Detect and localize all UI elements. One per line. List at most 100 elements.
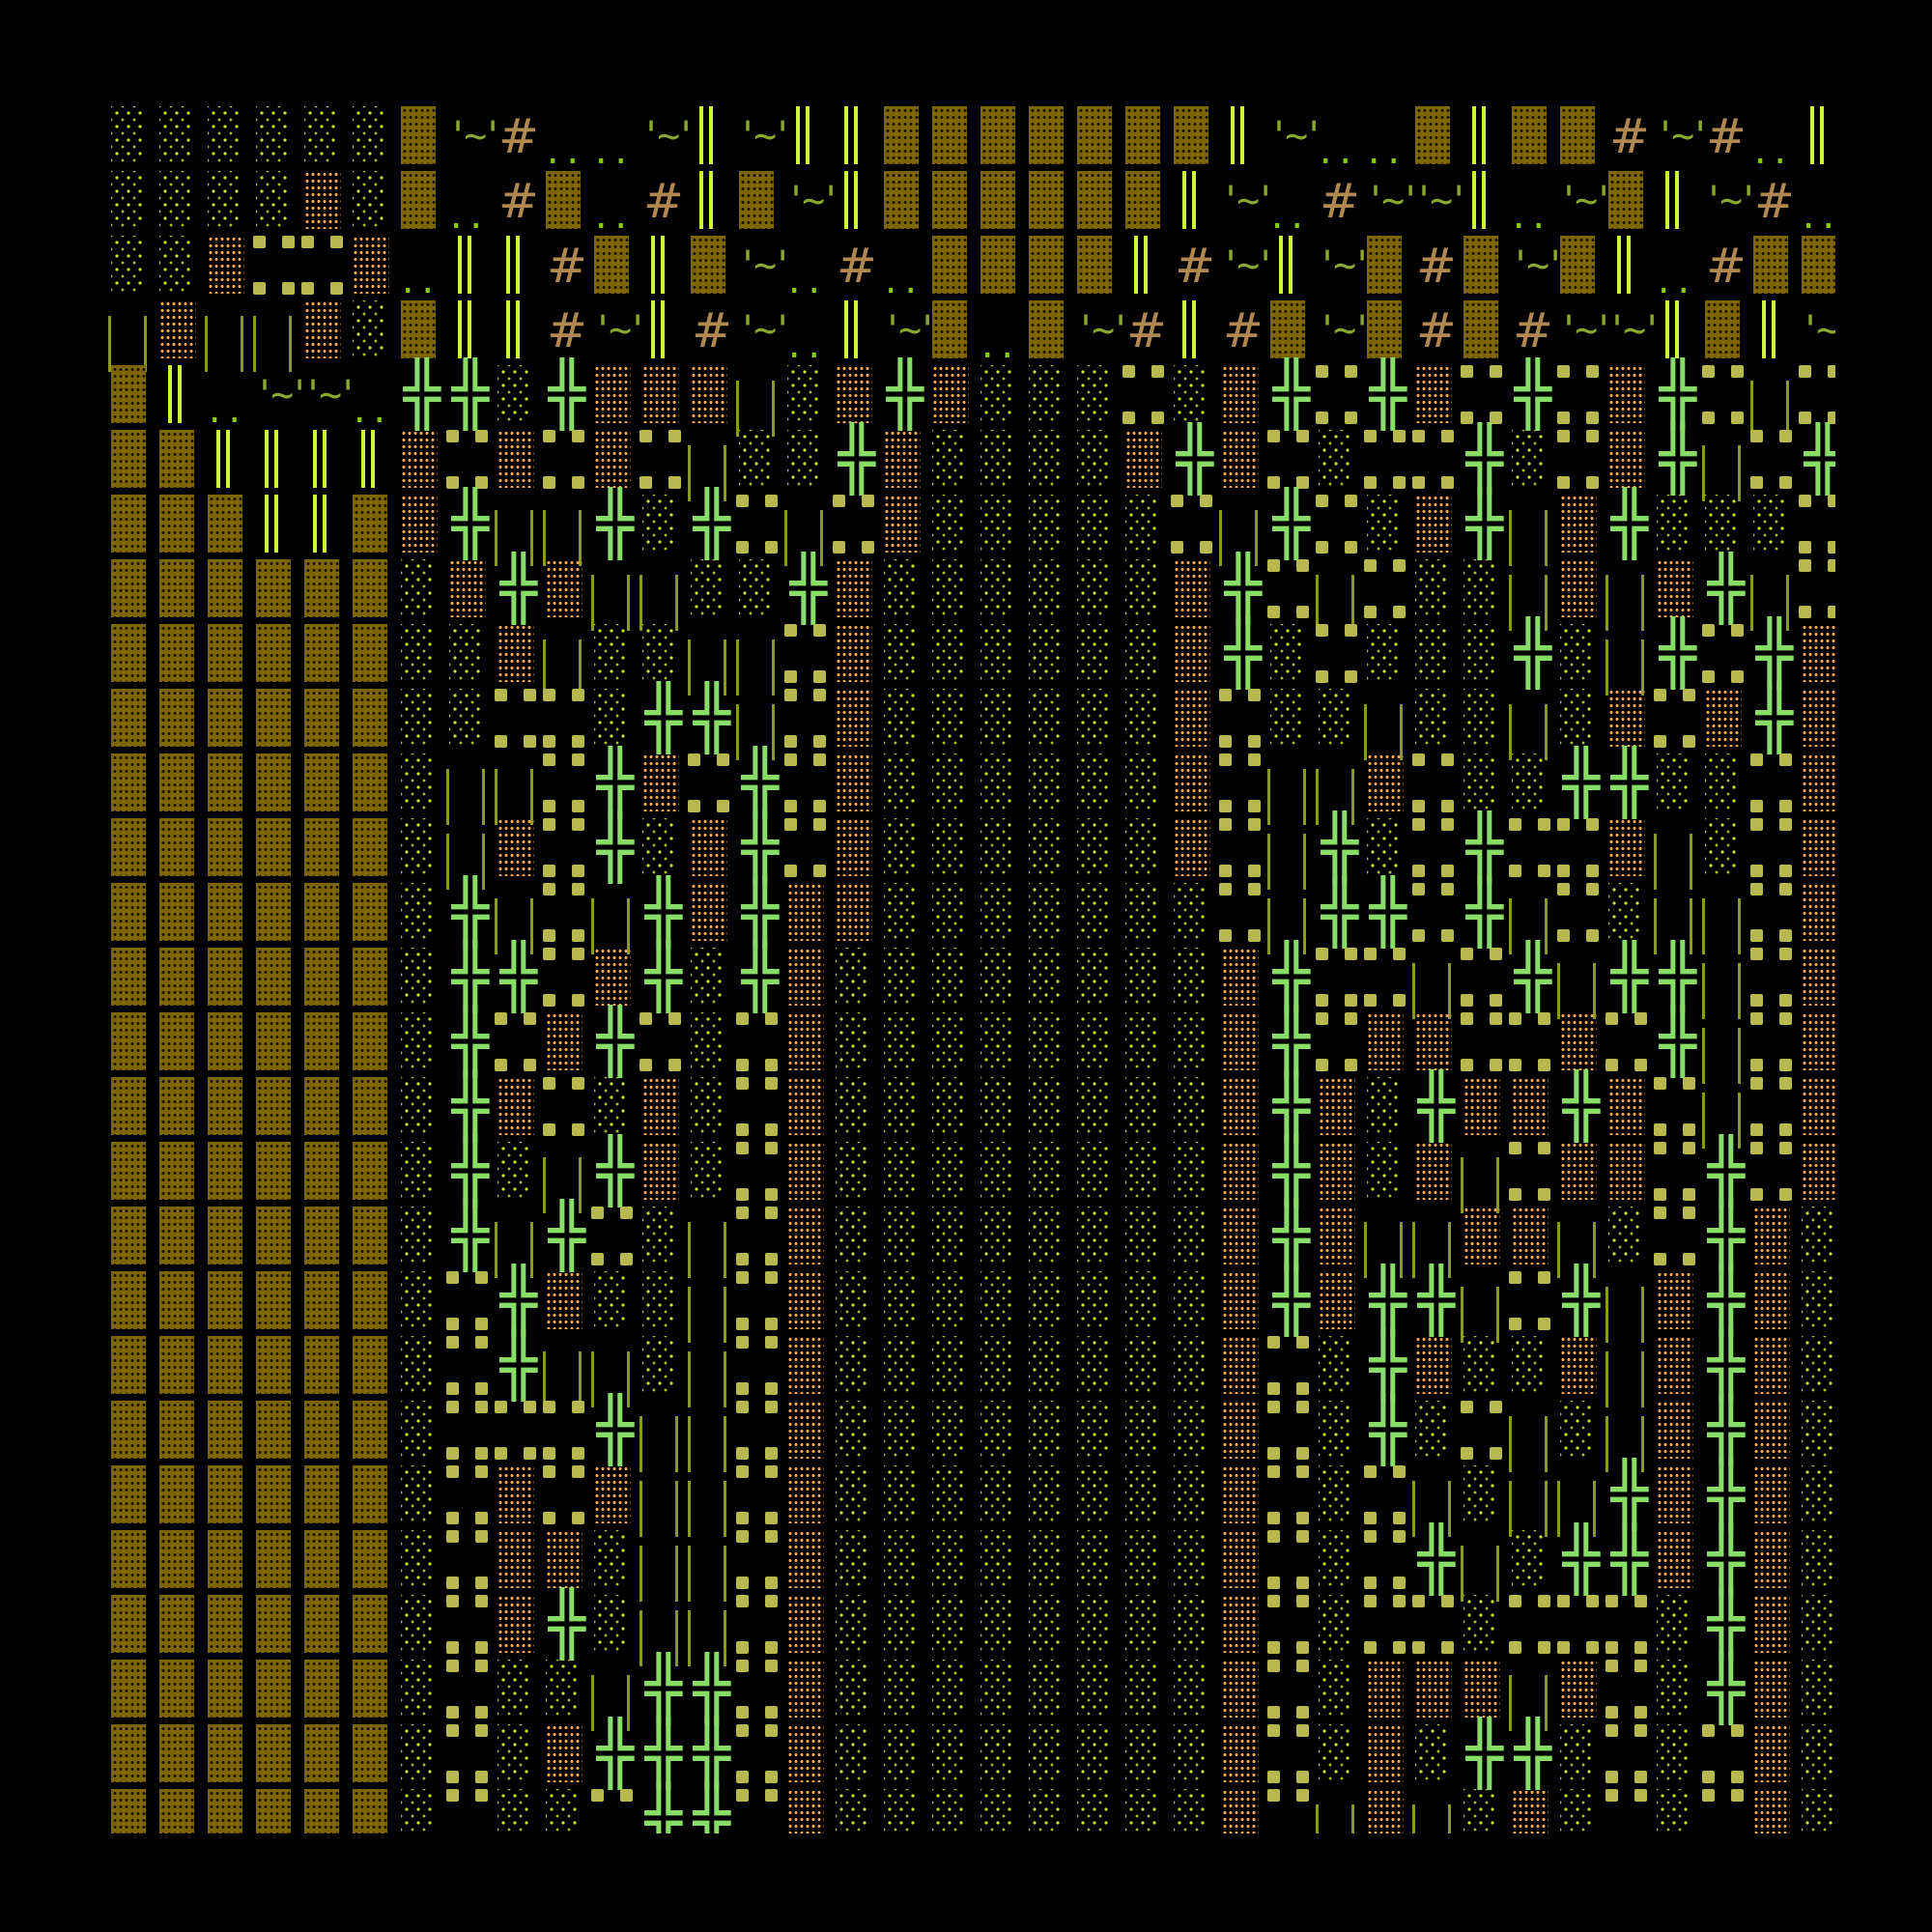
floor-dots-glyph: .. bbox=[784, 327, 824, 366]
map-tile-grass-light-shade bbox=[929, 1593, 978, 1658]
stone-block-icon bbox=[1316, 948, 1328, 960]
brick-wall-glyph bbox=[159, 753, 194, 811]
map-tile-brick-wall bbox=[156, 1399, 205, 1463]
sand-orange-shade-glyph bbox=[1222, 1012, 1259, 1070]
cross-plant-glyph: ╬ bbox=[1707, 1524, 1746, 1596]
map-tile-cross-plant: ╬ bbox=[1316, 881, 1364, 946]
brick-wall-glyph bbox=[304, 1789, 339, 1833]
map-tile-brick-wall bbox=[253, 1010, 301, 1075]
map-tile-grass-light-shade bbox=[1654, 1722, 1702, 1787]
sand-orange-shade-glyph bbox=[1512, 1789, 1548, 1833]
sand-orange-shade-glyph bbox=[1802, 689, 1835, 747]
map-tile-sand-orange-shade bbox=[784, 1528, 833, 1593]
sand-orange-shade-glyph bbox=[497, 624, 534, 682]
map-tile-brick-wall bbox=[350, 1658, 398, 1722]
stone-block-icon bbox=[1557, 365, 1570, 378]
map-tile-stone-corners bbox=[1219, 687, 1267, 752]
stone-block-icon bbox=[1654, 1253, 1666, 1265]
map-tile-brick-wall bbox=[350, 816, 398, 881]
grass-light-shade-glyph bbox=[1463, 1595, 1496, 1653]
brick-wall-glyph bbox=[1512, 106, 1547, 164]
stone-block-icon bbox=[1538, 1271, 1550, 1284]
map-tile-stone-corners bbox=[1557, 881, 1605, 946]
map-tile-grass-light-shade bbox=[398, 1399, 446, 1463]
map-tile-grass-light-shade bbox=[1122, 816, 1171, 881]
map-tile-stone-corners bbox=[1799, 557, 1835, 622]
stone-block-icon bbox=[1731, 412, 1744, 424]
map-tile-water-tilde: '~' bbox=[1605, 298, 1663, 363]
fence-olive-glyph bbox=[1702, 898, 1741, 954]
stone-block-icon bbox=[736, 1188, 749, 1201]
map-tile-stone-corners bbox=[1702, 1787, 1750, 1833]
sand-orange-shade-glyph bbox=[1415, 365, 1452, 423]
map-tile-grass-light-shade bbox=[881, 1658, 929, 1722]
cross-plant-glyph: ╬ bbox=[886, 359, 924, 431]
grass-light-shade-glyph bbox=[1174, 1660, 1207, 1718]
grass-light-shade-glyph bbox=[401, 818, 434, 876]
map-tile-sand-orange-shade bbox=[1364, 1787, 1412, 1833]
map-tile-stone-corners bbox=[1219, 881, 1267, 946]
stone-block-icon bbox=[1393, 606, 1406, 618]
map-tile-brick-wall bbox=[253, 1787, 301, 1833]
map-tile-brick-wall bbox=[253, 1593, 301, 1658]
map-tile-grass-light-shade bbox=[1799, 1787, 1835, 1833]
stone-block-icon bbox=[736, 1142, 749, 1154]
map-tile-fence-olive bbox=[205, 298, 253, 372]
map-tile-stone-corners bbox=[784, 816, 833, 881]
map-tile-fence-olive bbox=[591, 1334, 639, 1407]
map-tile-cross-plant: ╬ bbox=[1702, 557, 1750, 622]
map-tile-stone-corners bbox=[1799, 493, 1835, 557]
map-tile-fence-olive bbox=[495, 1205, 543, 1278]
sand-orange-shade-glyph bbox=[497, 430, 534, 488]
map-tile-grass-light-shade bbox=[108, 169, 156, 234]
map-tile-brick-wall bbox=[350, 1205, 398, 1269]
stone-block-icon bbox=[1412, 929, 1425, 942]
stone-block-icon bbox=[813, 670, 826, 683]
grass-light-shade-glyph bbox=[1029, 624, 1062, 682]
stone-block-icon bbox=[765, 1401, 778, 1413]
stone-block-icon bbox=[495, 735, 507, 748]
map-tile-grass-light-shade bbox=[1171, 1399, 1219, 1463]
stone-block-icon bbox=[543, 1447, 555, 1460]
grass-light-shade-glyph bbox=[1125, 1465, 1158, 1523]
grass-light-shade-glyph bbox=[980, 1465, 1013, 1523]
map-tile-grass-light-shade bbox=[929, 752, 978, 816]
stone-block-icon bbox=[1393, 1577, 1406, 1589]
map-tile-sand-orange-shade bbox=[398, 493, 446, 557]
stone-block-icon bbox=[736, 541, 749, 554]
stone-block-icon bbox=[813, 818, 826, 831]
map-tile-stone-corners bbox=[1412, 428, 1461, 493]
map-tile-grass-light-shade bbox=[1122, 1463, 1171, 1528]
stone-block-icon bbox=[1538, 1012, 1550, 1025]
grass-light-shade-glyph bbox=[980, 883, 1013, 941]
map-tile-double-bar-bright bbox=[253, 493, 301, 557]
map-tile-brick-wall bbox=[1461, 234, 1509, 298]
map-tile-brick-wall bbox=[205, 816, 253, 881]
stone-block-icon bbox=[1634, 1724, 1647, 1737]
stone-block-icon bbox=[446, 430, 459, 442]
grass-light-shade-glyph bbox=[836, 1530, 868, 1588]
stone-block-icon bbox=[524, 1012, 536, 1025]
stone-block-icon bbox=[446, 1382, 459, 1395]
map-tile-sand-orange-shade bbox=[1605, 1140, 1654, 1205]
map-tile-stone-corners bbox=[1412, 881, 1461, 946]
map-tile-cross-plant: ╬ bbox=[1702, 1463, 1750, 1528]
stone-block-icon bbox=[475, 1512, 488, 1524]
map-tile-grass-light-shade bbox=[833, 1658, 881, 1722]
grass-light-shade-glyph bbox=[256, 171, 289, 229]
stone-block-icon bbox=[1393, 1641, 1406, 1654]
cross-plant-glyph: ╬ bbox=[1707, 554, 1746, 625]
brick-wall-glyph bbox=[111, 689, 146, 747]
stone-block-icon bbox=[475, 476, 488, 489]
cross-plant-glyph: ╬ bbox=[1707, 1395, 1746, 1466]
map-tile-brick-wall bbox=[1557, 104, 1605, 169]
map-tile-grass-light-shade bbox=[1702, 752, 1750, 816]
stone-block-icon bbox=[1364, 994, 1377, 1007]
map-tile-grass-light-shade bbox=[1026, 1593, 1074, 1658]
floor-dots-glyph: .. bbox=[1509, 198, 1548, 237]
sand-orange-shade-glyph bbox=[1415, 1142, 1452, 1200]
map-tile-cross-plant: ╬ bbox=[446, 1140, 495, 1205]
map-tile-stone-corners bbox=[1364, 557, 1412, 622]
map-tile-sand-orange-shade bbox=[1750, 1658, 1799, 1722]
map-tile-grass-light-shade bbox=[1074, 881, 1122, 946]
